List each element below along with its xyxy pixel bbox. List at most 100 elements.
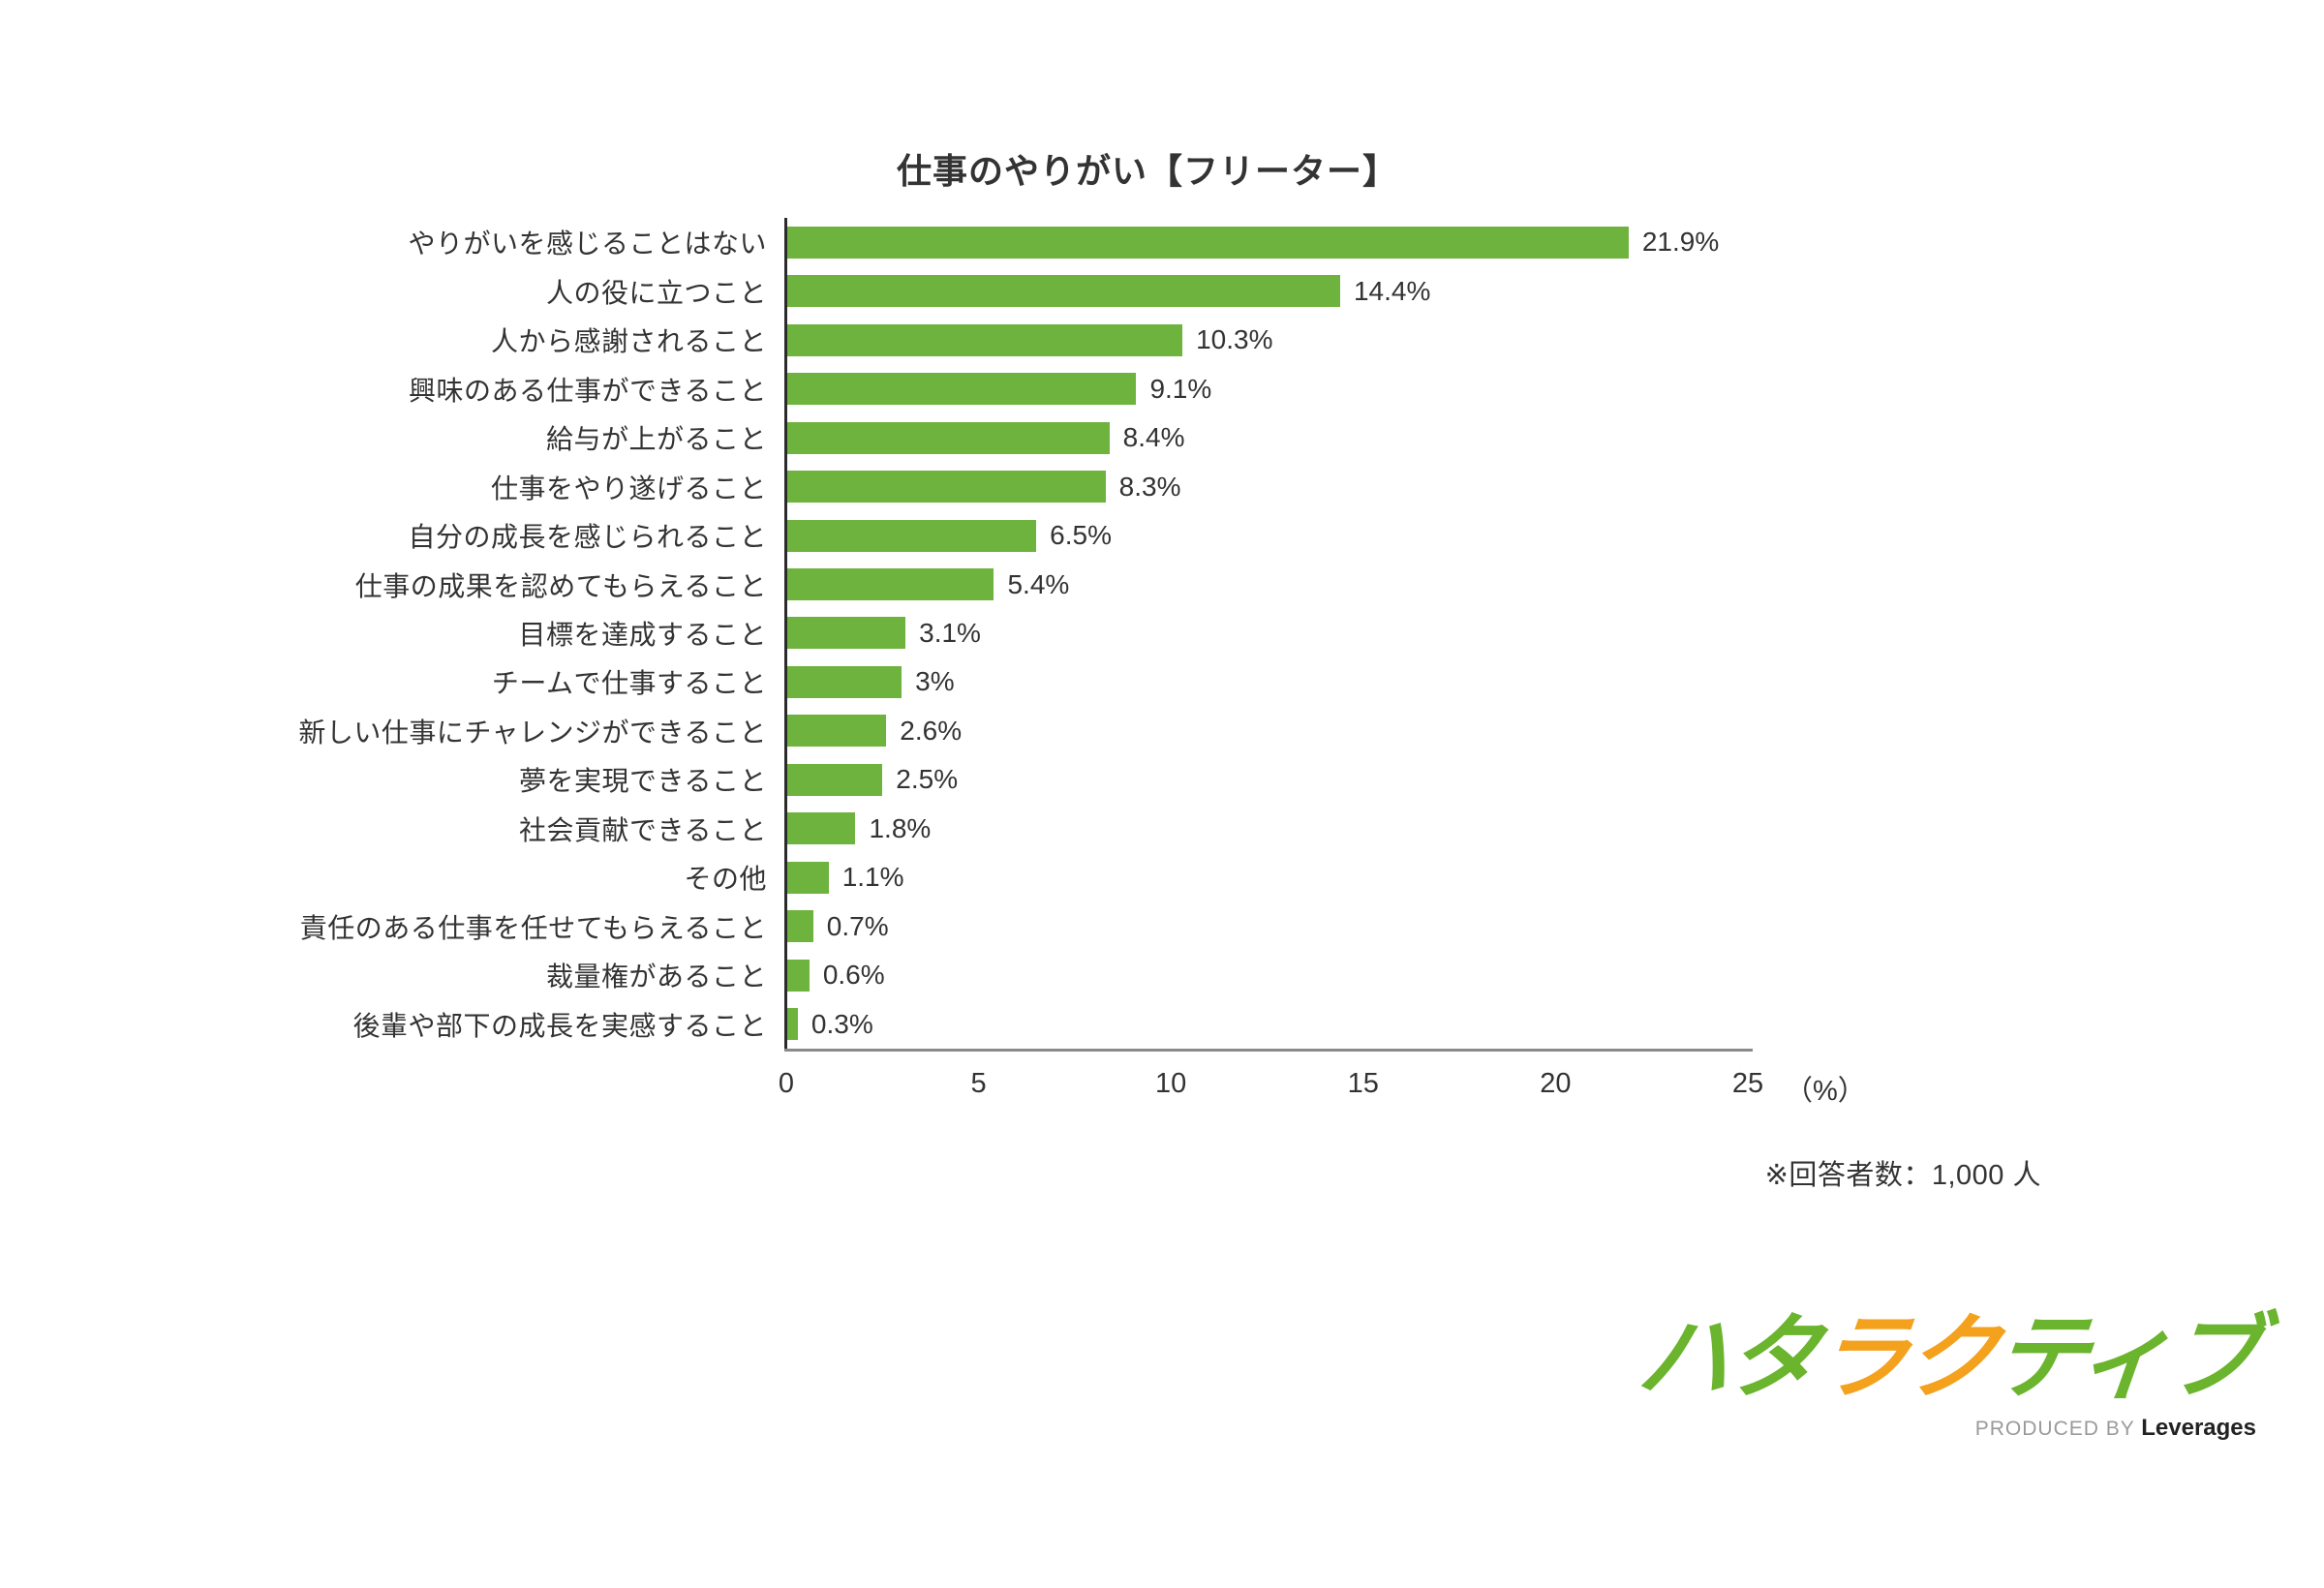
y-axis-line xyxy=(784,218,787,1052)
logo-char: ハ xyxy=(1633,1306,1733,1410)
bar-row: 夢を実現できること 2.5% xyxy=(0,755,2324,804)
category-label: 夢を実現できること xyxy=(519,766,767,797)
category-label: 新しい仕事にチャレンジができること xyxy=(298,717,767,748)
value-label: 3.1% xyxy=(919,617,981,648)
category-label: 給与が上がること xyxy=(545,424,767,455)
bar-track: 2.6% xyxy=(786,707,2324,755)
x-axis-line xyxy=(784,1049,1753,1052)
bar-track: 21.9% xyxy=(786,218,2324,266)
bar xyxy=(786,519,1037,552)
category-label: 興味のある仕事ができること xyxy=(409,375,767,406)
category-label: 仕事をやり遂げること xyxy=(490,473,767,504)
hatarakutive-logo-text: ハタラクティブ xyxy=(1633,1306,2261,1410)
value-label: 21.9% xyxy=(1641,227,1720,258)
category-label: 人から感謝されること xyxy=(490,326,767,357)
bar-row: 仕事の成果を認めてもらえること 5.4% xyxy=(0,560,2324,608)
value-label: 2.5% xyxy=(896,764,959,795)
x-tick-label: 15 xyxy=(1347,1068,1379,1099)
bar-track: 0.3% xyxy=(786,1000,2324,1049)
bar-track: 1.1% xyxy=(786,853,2324,901)
bar-track: 0.6% xyxy=(786,951,2324,999)
value-label: 9.1% xyxy=(1149,373,1212,404)
bar-track: 3% xyxy=(786,657,2324,706)
value-label: 0.6% xyxy=(822,960,885,991)
bar-row: その他 1.1% xyxy=(0,853,2324,901)
bar xyxy=(786,715,887,748)
category-label: 目標を達成すること xyxy=(518,619,767,650)
bar-row: 社会貢献できること 1.8% xyxy=(0,805,2324,853)
bar-row: 後輩や部下の成長を実感すること 0.3% xyxy=(0,1000,2324,1049)
bar-track: 0.7% xyxy=(786,902,2324,951)
bar-track: 14.4% xyxy=(786,266,2324,315)
logo-byline: PRODUCED BY Leverages xyxy=(1638,1415,2256,1442)
category-label: 自分の成長を感じられること xyxy=(408,522,767,553)
category-label: その他 xyxy=(684,864,767,895)
logo-char: テ xyxy=(1989,1306,2084,1410)
bar xyxy=(786,568,994,601)
logo-char: ラ xyxy=(1811,1306,1911,1410)
bar xyxy=(786,861,829,894)
bar-row: 自分の成長を感じられること 6.5% xyxy=(0,511,2324,560)
x-axis-unit-label: （%） xyxy=(1785,1076,1866,1107)
value-label: 3% xyxy=(915,666,955,697)
x-tick-label: 5 xyxy=(970,1068,987,1099)
bar-row: 仕事をやり遂げること 8.3% xyxy=(0,462,2324,510)
bar xyxy=(786,1008,798,1041)
category-label: 仕事の成果を認めてもらえること xyxy=(354,570,767,601)
bar xyxy=(786,275,1340,308)
x-axis-ticks: 0 5 10 15 20 25 xyxy=(779,1068,1763,1107)
value-label: 8.3% xyxy=(1118,471,1181,502)
value-label: 0.3% xyxy=(810,1008,873,1039)
bar-row: 人の役に立つこと 14.4% xyxy=(0,266,2324,315)
bar-track: 1.8% xyxy=(786,805,2324,853)
category-label: 裁量権があること xyxy=(545,962,767,992)
bar xyxy=(786,226,1629,259)
hatarakutive-logo: ハタラクティブ PRODUCED BY Leverages xyxy=(1633,1306,2261,1442)
bar-track: 2.5% xyxy=(786,755,2324,804)
bar-track: 5.4% xyxy=(786,560,2324,608)
value-label: 6.5% xyxy=(1050,520,1112,551)
bar xyxy=(786,959,810,992)
bar-track: 8.4% xyxy=(786,413,2324,462)
bar xyxy=(786,910,813,943)
value-label: 2.6% xyxy=(900,715,963,746)
bar-track: 6.5% xyxy=(786,511,2324,560)
bar-row: 責任のある仕事を任せてもらえること 0.7% xyxy=(0,902,2324,951)
bar-row: 新しい仕事にチャレンジができること 2.6% xyxy=(0,707,2324,755)
bar xyxy=(786,471,1106,504)
bar-row: 裁量権があること 0.6% xyxy=(0,951,2324,999)
category-label: 責任のある仕事を任せてもらえること xyxy=(299,912,767,943)
category-label: 後輩や部下の成長を実感すること xyxy=(352,1010,767,1041)
value-label: 8.4% xyxy=(1122,422,1185,453)
x-tick-label: 25 xyxy=(1731,1068,1764,1099)
logo-char: ク xyxy=(1900,1306,2001,1410)
bar-row: チームで仕事すること 3% xyxy=(0,657,2324,706)
value-label: 0.7% xyxy=(826,910,889,941)
value-label: 14.4% xyxy=(1353,275,1431,306)
value-label: 5.4% xyxy=(1007,568,1070,599)
bar-row: 人から感謝されること 10.3% xyxy=(0,316,2324,364)
logo-char: ィ xyxy=(2072,1306,2173,1410)
respondents-note: ※回答者数：1,000 人 xyxy=(1764,1160,2041,1191)
logo-char: タ xyxy=(1722,1306,1822,1410)
bar xyxy=(786,665,902,698)
category-label: チームで仕事すること xyxy=(491,668,767,699)
category-label: 社会貢献できること xyxy=(519,814,767,845)
logo-byline-brand: Leverages xyxy=(2141,1415,2256,1441)
category-label: やりがいを感じることはない xyxy=(408,229,767,260)
bar-row: 目標を達成すること 3.1% xyxy=(0,609,2324,657)
bar xyxy=(786,421,1110,454)
bar xyxy=(786,812,856,845)
bar xyxy=(786,763,883,796)
bar xyxy=(786,323,1183,356)
x-tick-label: 20 xyxy=(1540,1068,1572,1099)
value-label: 1.1% xyxy=(841,862,904,893)
bar-track: 3.1% xyxy=(786,609,2324,657)
bar-row: 給与が上がること 8.4% xyxy=(0,413,2324,462)
bar-row: 興味のある仕事ができること 9.1% xyxy=(0,364,2324,412)
bar-chart-rows: やりがいを感じることはない 21.9% 人の役に立つこと 14.4% 人から感謝されるこ… xyxy=(0,218,2324,1049)
bar xyxy=(786,373,1137,406)
bar-track: 10.3% xyxy=(786,316,2324,364)
x-tick-label: 0 xyxy=(778,1068,795,1099)
